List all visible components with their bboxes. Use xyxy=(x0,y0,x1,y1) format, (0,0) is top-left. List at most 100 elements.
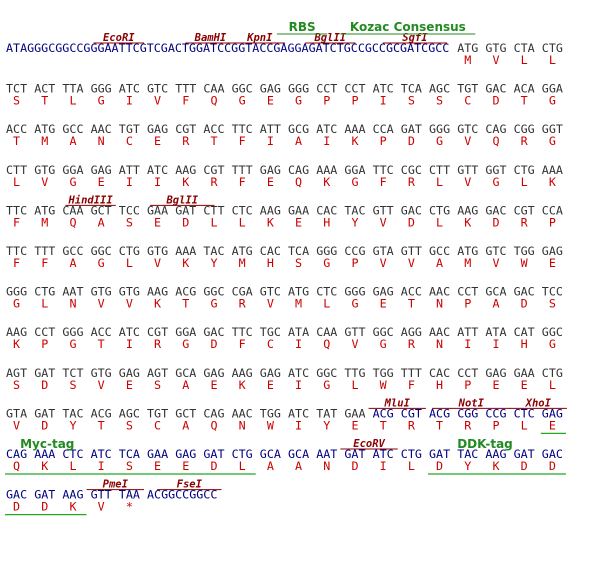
codon: TAC xyxy=(62,406,83,420)
codon: CAC xyxy=(260,244,281,258)
amino-acid: I xyxy=(295,378,302,392)
amino-acid: P xyxy=(464,378,471,392)
amino-acid: S xyxy=(436,94,443,108)
amino-acid: T xyxy=(41,94,48,108)
amino-acid: I xyxy=(126,94,133,108)
restriction-site: KpnI xyxy=(246,32,273,44)
codon: CTT xyxy=(203,203,224,217)
codon: GAA xyxy=(147,447,168,461)
codon: GGG xyxy=(6,285,27,299)
amino-acid: D xyxy=(210,337,217,351)
amino-acid: H xyxy=(267,256,274,270)
codon: GAT xyxy=(175,203,196,217)
codon: AAG xyxy=(6,325,27,339)
codon: ATT xyxy=(260,122,281,136)
codon: CGT xyxy=(401,406,422,420)
amino-acid: T xyxy=(210,134,217,148)
amino-acid: A xyxy=(69,256,76,270)
amino-acid: E xyxy=(98,175,105,189)
amino-acid: S xyxy=(13,94,20,108)
codon: TCT xyxy=(62,366,83,380)
amino-acid: E xyxy=(549,256,556,270)
codon: GAA xyxy=(514,366,535,380)
codon: GAT xyxy=(401,122,422,136)
amino-acid: V xyxy=(380,256,387,270)
codon: GAT xyxy=(203,447,224,461)
codon: GAG xyxy=(542,244,563,258)
amino-acid: P xyxy=(351,256,358,270)
codon: GAT xyxy=(34,406,55,420)
amino-acid: K xyxy=(182,175,189,189)
codon: ACG xyxy=(91,406,112,420)
amino-acid: K xyxy=(464,215,471,229)
amino-acid: E xyxy=(210,378,217,392)
amino-acid: Y xyxy=(210,256,217,270)
restriction-site: HindIII xyxy=(67,194,113,206)
amino-acid: V xyxy=(154,94,161,108)
amino-acid: K xyxy=(182,256,189,270)
amino-acid: L xyxy=(549,53,556,67)
codon: AGG xyxy=(401,325,422,339)
restriction-site: NotI xyxy=(458,397,485,409)
restriction-site: BamHI xyxy=(194,32,227,44)
amino-acid: Q xyxy=(210,94,217,108)
amino-acid: R xyxy=(464,418,472,432)
amino-acid: A xyxy=(182,418,189,432)
codon: GAG xyxy=(175,447,196,461)
amino-acid: L xyxy=(210,215,217,229)
codon: CCA xyxy=(373,122,394,136)
codon: CCG xyxy=(344,244,365,258)
codon: ATC xyxy=(373,447,394,461)
restriction-site: PmeI xyxy=(103,479,129,491)
codon: GCT xyxy=(91,203,112,217)
amino-acid: K xyxy=(323,175,330,189)
amino-acid: Q xyxy=(69,215,76,229)
amino-acid: R xyxy=(521,215,529,229)
codon: AAG xyxy=(62,488,83,502)
codon: TCC xyxy=(542,285,563,299)
amino-acid: I xyxy=(295,418,302,432)
amino-acid: K xyxy=(154,297,161,311)
amino-acid: I xyxy=(464,337,471,351)
codon: CAT xyxy=(514,325,535,339)
codon: GTT xyxy=(457,163,478,177)
codon: TCA xyxy=(288,244,309,258)
amino-acid: Q xyxy=(295,175,302,189)
codon: ATC xyxy=(288,406,309,420)
amino-acid: T xyxy=(182,297,189,311)
amino-acid: C xyxy=(464,94,471,108)
amino-acid: T xyxy=(98,337,105,351)
amino-acid: G xyxy=(492,175,499,189)
codon: GCA xyxy=(175,366,196,380)
amino-acid: G xyxy=(380,337,387,351)
feature-label: Kozac Consensus xyxy=(350,20,466,34)
codon: TAA xyxy=(119,488,140,502)
amino-acid: G xyxy=(351,297,358,311)
codon: TGG xyxy=(260,406,281,420)
codon: CTG xyxy=(542,41,563,55)
codon: CGT xyxy=(147,325,168,339)
amino-acid: S xyxy=(126,459,133,473)
codon: CTT xyxy=(429,163,450,177)
codon: TGG xyxy=(373,366,394,380)
amino-acid: I xyxy=(126,175,133,189)
amino-acid: G xyxy=(182,337,189,351)
amino-acid: L xyxy=(239,459,246,473)
codon: AAC xyxy=(232,406,253,420)
codon: GGG xyxy=(288,82,309,96)
codon: ATC xyxy=(119,82,140,96)
codon: TAT xyxy=(316,406,337,420)
amino-acid: N xyxy=(69,297,76,311)
amino-acid: S xyxy=(126,418,133,432)
amino-acid: G xyxy=(323,256,330,270)
amino-acid: G xyxy=(239,94,246,108)
amino-acid: T xyxy=(98,418,105,432)
codon: GTT xyxy=(401,244,422,258)
amino-acid: A xyxy=(182,378,189,392)
codon: GAG xyxy=(203,366,224,380)
amino-acid: V xyxy=(41,175,48,189)
amino-acid: G xyxy=(295,94,302,108)
codon: GTT xyxy=(91,488,112,502)
amino-acid: A xyxy=(69,134,76,148)
amino-acid: V xyxy=(464,134,471,148)
